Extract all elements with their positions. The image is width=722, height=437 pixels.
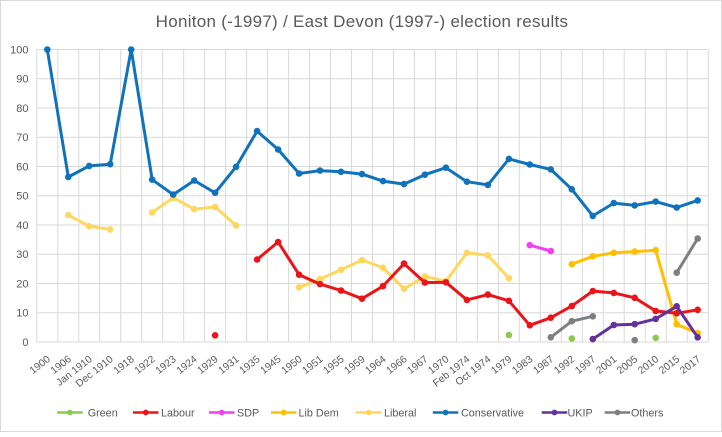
svg-text:Liberal: Liberal	[384, 408, 416, 420]
svg-text:50: 50	[16, 191, 28, 203]
svg-text:60: 60	[16, 161, 28, 173]
svg-text:Conservative: Conservative	[461, 408, 524, 420]
svg-text:10: 10	[16, 308, 28, 320]
svg-text:80: 80	[16, 103, 28, 115]
svg-text:Honiton (-1997) / East Devon (: Honiton (-1997) / East Devon (1997-) ele…	[156, 12, 569, 31]
svg-text:Green: Green	[88, 408, 118, 420]
svg-text:Others: Others	[631, 408, 664, 420]
svg-text:70: 70	[16, 132, 28, 144]
svg-text:100: 100	[10, 44, 28, 56]
svg-text:UKIP: UKIP	[568, 408, 593, 420]
svg-text:40: 40	[16, 220, 28, 232]
svg-text:0: 0	[22, 337, 28, 349]
svg-text:30: 30	[16, 249, 28, 261]
svg-text:90: 90	[16, 74, 28, 86]
svg-text:Lib Dem: Lib Dem	[299, 408, 339, 420]
svg-text:20: 20	[16, 278, 28, 290]
svg-text:SDP: SDP	[237, 408, 259, 420]
svg-text:Labour: Labour	[161, 408, 195, 420]
